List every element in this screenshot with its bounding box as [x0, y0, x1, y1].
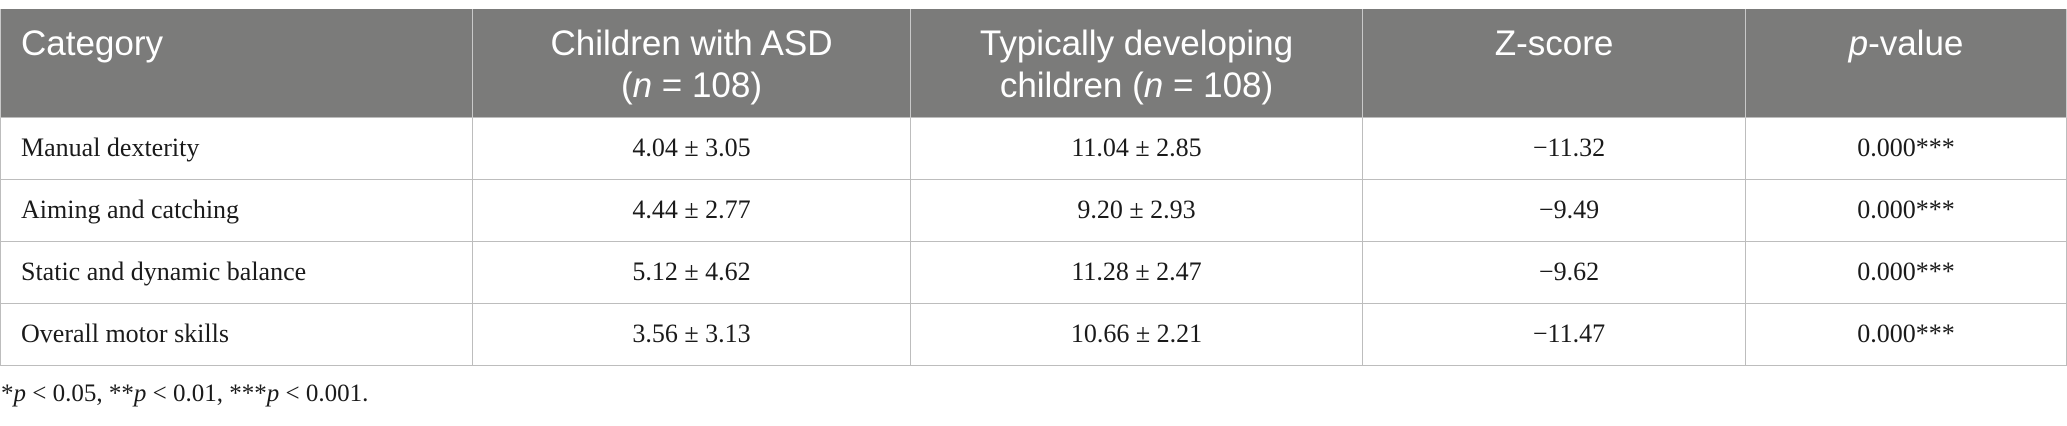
table-header: Category Children with ASD (n = 108) Typi…: [0, 9, 2067, 117]
cell-typically-developing: 11.28 ± 2.47: [910, 240, 1363, 304]
header-asd: Children with ASD (n = 108): [472, 9, 911, 117]
table-row: Overall motor skills 3.56 ± 3.13 10.66 ±…: [0, 302, 2067, 366]
cell-typically-developing: 10.66 ± 2.21: [910, 302, 1363, 366]
cell-asd: 3.56 ± 3.13: [472, 302, 911, 366]
header-category: Category: [0, 9, 473, 117]
cell-asd: 4.44 ± 2.77: [472, 178, 911, 242]
cell-typically-developing: 11.04 ± 2.85: [910, 116, 1363, 180]
header-zscore: Z-score: [1362, 9, 1746, 117]
table-body: Manual dexterity 4.04 ± 3.05 11.04 ± 2.8…: [0, 116, 2067, 366]
cell-typically-developing: 9.20 ± 2.93: [910, 178, 1363, 242]
table-footnote: *p < 0.05, **p < 0.01, ***p < 0.001.: [1, 380, 369, 407]
cell-p-value: 0.000***: [1745, 302, 2067, 366]
table-row: Manual dexterity 4.04 ± 3.05 11.04 ± 2.8…: [0, 116, 2067, 180]
cell-zscore: −9.62: [1362, 240, 1746, 304]
cell-asd: 4.04 ± 3.05: [472, 116, 911, 180]
cell-asd: 5.12 ± 4.62: [472, 240, 911, 304]
cell-p-value: 0.000***: [1745, 116, 2067, 180]
cell-zscore: −9.49: [1362, 178, 1746, 242]
cell-category: Aiming and catching: [0, 178, 473, 242]
header-row: Category Children with ASD (n = 108) Typi…: [0, 9, 2067, 117]
cell-zscore: −11.47: [1362, 302, 1746, 366]
cell-p-value: 0.000***: [1745, 178, 2067, 242]
header-p-value: p-value: [1745, 9, 2067, 117]
results-table-container: Category Children with ASD (n = 108) Typi…: [0, 9, 2067, 366]
cell-category: Overall motor skills: [0, 302, 473, 366]
results-table: Category Children with ASD (n = 108) Typi…: [0, 9, 2067, 366]
cell-category: Manual dexterity: [0, 116, 473, 180]
cell-zscore: −11.32: [1362, 116, 1746, 180]
table-row: Static and dynamic balance 5.12 ± 4.62 1…: [0, 240, 2067, 304]
cell-category: Static and dynamic balance: [0, 240, 473, 304]
cell-p-value: 0.000***: [1745, 240, 2067, 304]
table-row: Aiming and catching 4.44 ± 2.77 9.20 ± 2…: [0, 178, 2067, 242]
header-typically-developing: Typically developing children (n = 108): [910, 9, 1363, 117]
